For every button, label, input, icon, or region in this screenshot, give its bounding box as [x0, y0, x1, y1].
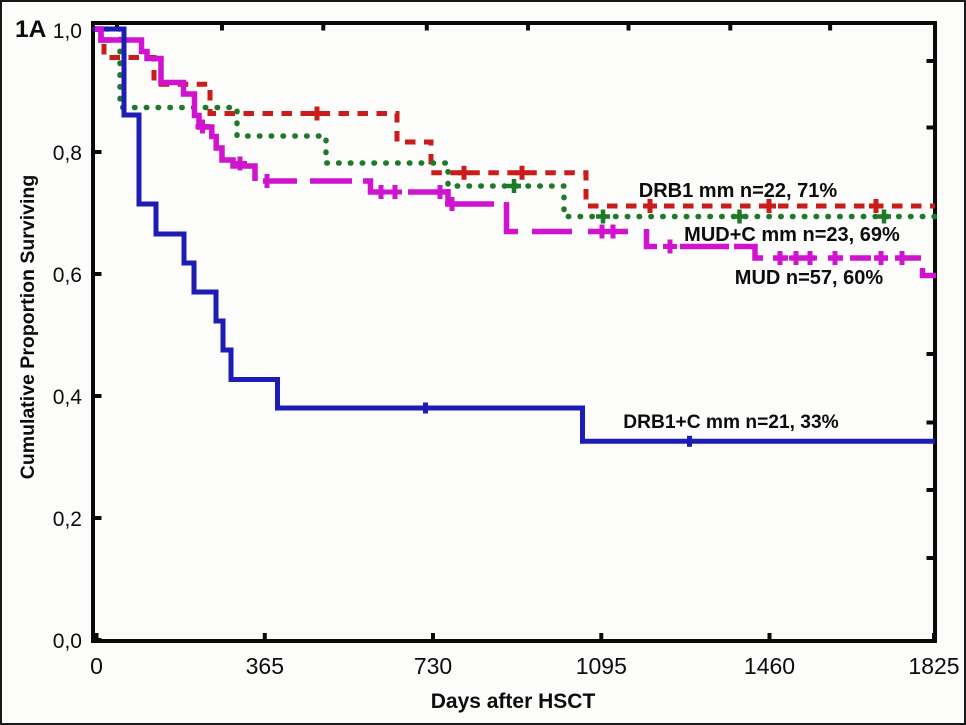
svg-text:730: 730 [414, 653, 452, 679]
svg-text:Days after HSCT: Days after HSCT [431, 690, 596, 713]
svg-text:1460: 1460 [744, 653, 795, 679]
svg-text:0: 0 [90, 653, 103, 679]
svg-text:Cumulative Proportion Survivin: Cumulative Proportion Surviving [17, 175, 39, 479]
svg-text:MUD+C mm n=23, 69%: MUD+C mm n=23, 69% [684, 224, 900, 246]
svg-text:1825: 1825 [908, 653, 959, 679]
svg-text:1095: 1095 [576, 653, 627, 679]
svg-text:0,2: 0,2 [53, 508, 82, 531]
svg-text:0,4: 0,4 [53, 386, 83, 409]
svg-text:365: 365 [246, 653, 284, 679]
svg-text:0,6: 0,6 [53, 264, 82, 287]
svg-text:1,0: 1,0 [53, 20, 82, 43]
svg-text:0,8: 0,8 [53, 142, 82, 165]
svg-text:MUD n=57, 60%: MUD n=57, 60% [735, 267, 884, 289]
svg-text:0,0: 0,0 [53, 630, 82, 653]
svg-text:DRB1+C mm n=21, 33%: DRB1+C mm n=21, 33% [623, 412, 838, 433]
svg-text:1A: 1A [15, 16, 47, 43]
svg-text:DRB1 mm n=22, 71%: DRB1 mm n=22, 71% [639, 180, 838, 202]
